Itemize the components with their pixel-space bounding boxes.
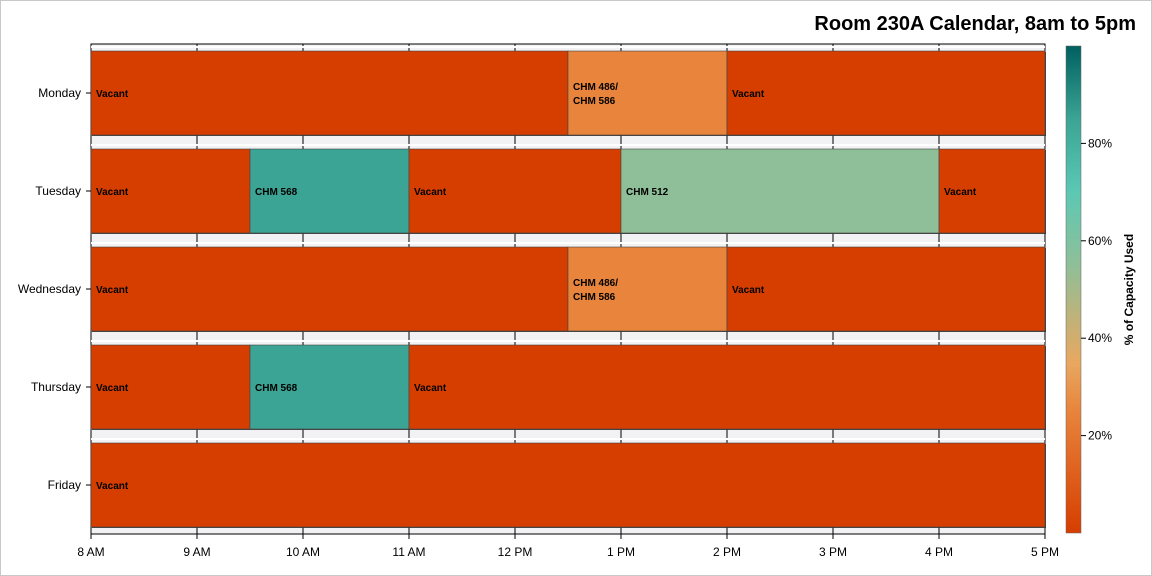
- y-tick-label: Tuesday: [35, 184, 81, 198]
- bar-label-line: CHM 512: [626, 187, 669, 198]
- bar-label: CHM 512: [626, 187, 669, 198]
- bar-rect: [249, 148, 410, 234]
- bar-label: Vacant: [414, 383, 447, 394]
- x-axis: 8 AM 9 AM 10 AM 11 AM 12 PM 1 PM 2 PM 3 PM 4 PM 5…: [77, 533, 1059, 559]
- bar-segment: Vacant: [726, 50, 1046, 136]
- colorbar: 20% 40% 60% 80% % of Capacity Used: [1065, 45, 1136, 534]
- bar-segment: CHM 568: [249, 344, 410, 430]
- bar-label-line: CHM 586: [573, 292, 616, 303]
- bar-segment: Vacant: [90, 442, 1046, 528]
- bar-label: Vacant: [732, 285, 765, 296]
- bar-label-line: Vacant: [96, 285, 129, 296]
- y-tick-label: Thursday: [31, 380, 81, 394]
- bar-segment: Vacant: [726, 246, 1046, 332]
- bar-rect: [90, 344, 251, 430]
- bar-segment: Vacant: [408, 148, 622, 234]
- bar-rect: [90, 50, 569, 136]
- bar-segment: Vacant: [90, 246, 569, 332]
- bar-segment: Vacant: [938, 148, 1046, 234]
- bar-label: Vacant: [944, 187, 977, 198]
- bar-label: Vacant: [96, 89, 129, 100]
- chart-title: Room 230A Calendar, 8am to 5pm: [814, 13, 1136, 35]
- bar-label-line: Vacant: [96, 187, 129, 198]
- y-tick-label: Monday: [38, 86, 81, 100]
- bar-label-line: Vacant: [414, 187, 447, 198]
- colorbar-tick-label: 60%: [1088, 234, 1112, 248]
- bar-label: Vacant: [96, 285, 129, 296]
- x-tick-label: 4 PM: [925, 545, 953, 559]
- x-tick-label: 8 AM: [77, 545, 104, 559]
- bar-label: CHM 568: [255, 187, 298, 198]
- bar-rect: [620, 148, 940, 234]
- bar-label-line: CHM 486/: [573, 82, 618, 93]
- bar-rect: [726, 246, 1046, 332]
- x-tick-label: 5 PM: [1031, 545, 1059, 559]
- bar-segment: CHM 568: [249, 148, 410, 234]
- x-tick-label: 10 AM: [286, 545, 320, 559]
- y-tick-label: Friday: [48, 478, 81, 492]
- y-axis: Monday Tuesday Wednesday Thursday Friday: [18, 86, 91, 492]
- bar-rect: [90, 246, 569, 332]
- bar-segment: Vacant: [90, 344, 251, 430]
- colorbar-gradient: [1065, 45, 1082, 534]
- bars-layer: Vacant CHM 486/CHM 586 Vacant Vacant CHM 568…: [90, 46, 1046, 528]
- bar-label-line: Vacant: [96, 383, 129, 394]
- bar-label: CHM 568: [255, 383, 298, 394]
- bar-label-line: Vacant: [944, 187, 977, 198]
- bar-segment: Vacant: [408, 344, 1046, 430]
- bar-segment: CHM 512: [620, 148, 940, 234]
- x-tick-label: 2 PM: [713, 545, 741, 559]
- bar-label-line: Vacant: [96, 481, 129, 492]
- colorbar-tick-label: 80%: [1088, 136, 1112, 150]
- bar-label-line: Vacant: [414, 383, 447, 394]
- x-tick-label: 12 PM: [498, 545, 533, 559]
- x-tick-label: 1 PM: [607, 545, 635, 559]
- bar-segment: CHM 486/CHM 586: [567, 50, 728, 136]
- bar-label-line: Vacant: [732, 285, 765, 296]
- bar-label: Vacant: [732, 89, 765, 100]
- bar-rect: [726, 50, 1046, 136]
- bar-rect: [90, 442, 1046, 528]
- bar-rect: [408, 344, 1046, 430]
- bar-label: CHM 486/CHM 586: [573, 82, 618, 107]
- bar-label-line: CHM 568: [255, 187, 298, 198]
- bar-rect: [938, 148, 1046, 234]
- y-tick-label: Wednesday: [18, 282, 81, 296]
- bar-label-line: Vacant: [732, 89, 765, 100]
- bar-rect: [567, 246, 728, 332]
- bar-label: Vacant: [414, 187, 447, 198]
- colorbar-title: % of Capacity Used: [1122, 234, 1136, 345]
- bar-rect: [90, 148, 251, 234]
- x-tick-label: 3 PM: [819, 545, 847, 559]
- bar-label-line: CHM 486/: [573, 278, 618, 289]
- bar-label: CHM 486/CHM 586: [573, 278, 618, 303]
- bar-label: Vacant: [96, 481, 129, 492]
- bar-rect: [249, 344, 410, 430]
- x-tick-label: 9 AM: [183, 545, 210, 559]
- bar-label-line: Vacant: [96, 89, 129, 100]
- bar-segment: Vacant: [90, 50, 569, 136]
- bar-rect: [408, 148, 622, 234]
- colorbar-tick-label: 40%: [1088, 331, 1112, 345]
- bar-segment: CHM 486/CHM 586: [567, 246, 728, 332]
- bar-label-line: CHM 568: [255, 383, 298, 394]
- bar-label: Vacant: [96, 383, 129, 394]
- bar-label-line: CHM 586: [573, 96, 616, 107]
- x-tick-label: 11 AM: [392, 545, 425, 559]
- bar-label: Vacant: [96, 187, 129, 198]
- bar-segment: Vacant: [90, 148, 251, 234]
- colorbar-tick-label: 20%: [1088, 429, 1112, 443]
- bar-rect: [567, 50, 728, 136]
